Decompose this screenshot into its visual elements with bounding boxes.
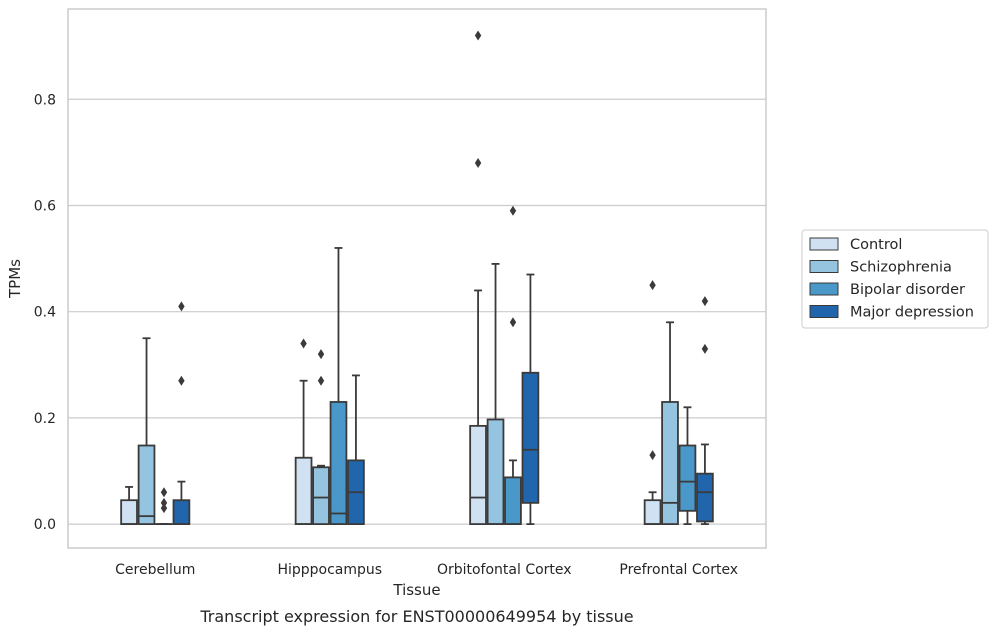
plot-frame [67,8,767,549]
iqr-box [120,499,138,526]
legend-label: Control [850,237,902,253]
iqr-box [504,476,522,526]
x-tick-label: Hipppocampus [277,562,382,578]
iqr-box [661,401,679,526]
legend-item: Control [809,237,902,253]
box-groups [120,30,714,526]
outlier-point [474,158,482,168]
box-control [643,280,662,526]
iqr-box [137,444,156,526]
legend-item: Schizophrenia [809,260,952,276]
box-schizophrenia [661,321,679,526]
outlier-point [178,375,185,386]
x-tick-label: Cerebellum [115,562,195,578]
box-schizophrenia [486,262,505,526]
iqr-box [643,499,662,526]
box-bipolar-disorder [504,205,522,526]
iqr-box [521,371,540,504]
outlier-point [649,280,656,291]
outlier-point [649,450,656,461]
box-bipolar-disorder [155,487,173,526]
legend-swatch [809,282,839,296]
iqr-box [329,401,348,526]
y-tick-label: 0.4 [34,305,56,321]
box-schizophrenia [137,337,156,526]
box-major-depression [521,273,540,526]
legend-item: Bipolar disorder [809,282,965,298]
chart-caption: Transcript expression for ENST0000064995… [199,607,633,626]
outlier-point [160,503,168,514]
iqr-box [312,466,330,526]
legend-label: Schizophrenia [850,260,952,276]
iqr-box [469,424,487,526]
iqr-box [678,444,697,512]
x-tick-label: Prefrontal Cortex [619,562,738,578]
y-tick-label: 0.8 [34,92,56,108]
iqr-box [696,472,714,523]
outlier-point [701,343,709,354]
outlier-point [300,338,307,349]
iqr-box [172,499,191,526]
legend-swatch [809,237,839,251]
outlier-point [317,349,325,360]
legend-swatch [809,305,839,318]
box-bipolar-disorder [329,247,348,526]
y-tick-labels: 0.0 0.2 0.4 0.6 0.8 [34,92,56,533]
box-control [469,30,487,526]
legend-swatch [809,260,839,273]
legend-item: Major depression [809,305,974,321]
legend: Control Schizophrenia Bipolar disorder Majo… [801,229,989,329]
outlier-point [509,205,517,216]
x-tick-label: Orbitofontal Cortex [437,562,572,578]
box-control [120,486,138,526]
x-axis-title: Tissue [392,581,440,599]
outlier-point [160,497,168,508]
outlier-point [509,317,517,328]
box-schizophrenia [312,349,330,526]
box-bipolar-disorder [678,406,697,526]
legend-frame [801,229,989,329]
outlier-point [178,301,185,312]
box-major-depression [696,296,714,526]
x-tick-labels: Cerebellum Hipppocampus Orbitofontal Corte… [115,562,738,578]
y-axis-title: TPMs [6,259,24,299]
y-tick-label: 0.6 [34,198,56,214]
outlier-point [701,296,709,307]
box-major-depression [347,374,365,526]
outlier-point [474,30,482,41]
y-tick-label: 0.0 [34,517,56,533]
y-tick-label: 0.2 [34,411,56,427]
iqr-box [294,456,313,526]
legend-label: Major depression [850,305,974,321]
outlier-point [317,375,325,386]
box-major-depression [172,301,191,526]
box-control [294,338,313,526]
legend-label: Bipolar disorder [850,282,965,298]
iqr-box [486,418,505,526]
outlier-point [160,487,168,498]
